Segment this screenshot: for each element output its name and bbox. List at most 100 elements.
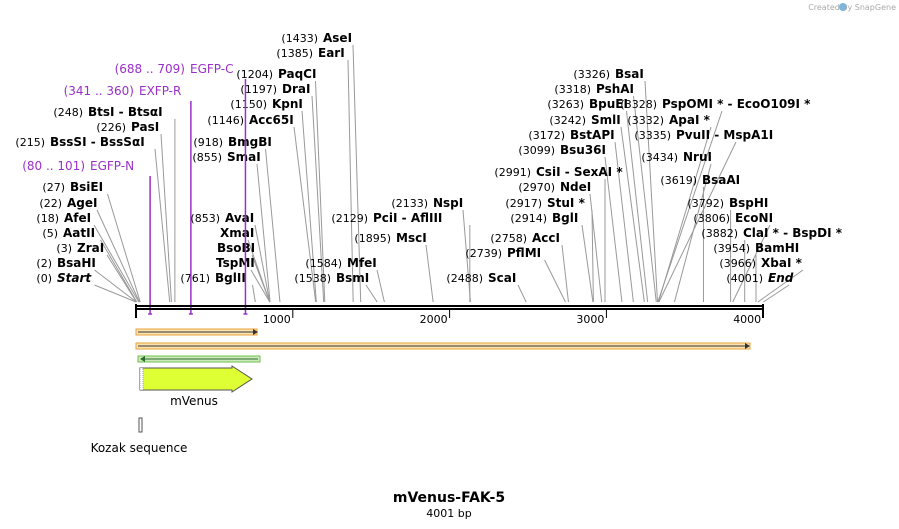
restriction-site[interactable]: AatII (5): [42, 226, 95, 240]
site-leader-line: [561, 244, 569, 303]
restriction-site[interactable]: DraI (1197): [240, 82, 310, 96]
site-leader-line: [604, 156, 623, 303]
restriction-site[interactable]: BmgBI (918): [193, 135, 271, 149]
restriction-site[interactable]: Bsu36I (3099): [518, 143, 606, 157]
site-leader-line: [614, 141, 634, 303]
site-leader-line: [107, 193, 141, 303]
restriction-site[interactable]: KpnI (1150): [230, 97, 302, 111]
site-name: NdeI: [560, 180, 591, 194]
restriction-site[interactable]: NspI (2133): [391, 196, 463, 210]
restriction-site[interactable]: BsoBI: [217, 241, 255, 255]
site-name: PshAI: [596, 82, 634, 96]
site-position: (3434): [641, 151, 678, 164]
restriction-site[interactable]: MfeI (1584): [305, 256, 376, 270]
site-position: (215): [15, 136, 45, 149]
restriction-site[interactable]: EcoNI (3806): [693, 211, 773, 225]
primer[interactable]: (341 .. 360) EXFP-R: [64, 84, 193, 315]
restriction-site[interactable]: BsaI (3326): [573, 67, 643, 81]
site-position: (2488): [446, 272, 483, 285]
restriction-site[interactable]: NdeI (2970): [518, 180, 591, 194]
orf-arrow-short[interactable]: [135, 328, 258, 336]
restriction-site[interactable]: BssSI - BssSαI (215): [15, 135, 144, 149]
snapgene-logo-icon: [839, 3, 847, 11]
restriction-site[interactable]: AseI (1433): [281, 31, 352, 45]
restriction-site[interactable]: ZraI (3): [56, 241, 104, 255]
site-leader-line: [589, 193, 603, 303]
mvenus-feature-arrow[interactable]: [139, 365, 253, 393]
site-name: AccI: [532, 231, 560, 245]
restriction-site[interactable]: AfeI (18): [36, 211, 91, 225]
site-name: PasI: [131, 120, 159, 134]
restriction-site[interactable]: BsaHI (2): [36, 256, 96, 270]
restriction-site[interactable]: BglI (2914): [510, 211, 578, 225]
kozak-feature[interactable]: [138, 417, 143, 433]
restriction-site[interactable]: PciI - AflIII (2129): [331, 211, 442, 225]
site-position: (3619): [660, 174, 697, 187]
restriction-site[interactable]: End (4001): [726, 271, 793, 285]
orf-arrow-long[interactable]: [135, 342, 751, 350]
restriction-site[interactable]: PshAI (3318): [554, 82, 634, 96]
restriction-site[interactable]: CsiI - SexAI * (2991): [494, 165, 623, 179]
restriction-site[interactable]: BsaAI (3619): [660, 173, 740, 187]
restriction-site[interactable]: PaqCI (1204): [236, 67, 316, 81]
restriction-site[interactable]: Start (0): [36, 271, 92, 285]
primer-range: (341 .. 360): [64, 84, 134, 98]
credit-text: Created by SnapGene: [808, 3, 896, 12]
site-name: BstAPI: [570, 128, 615, 142]
restriction-site[interactable]: PspOMI * - EcoO109I * (3328): [620, 97, 811, 111]
site-name: PspOMI * - EcoO109I *: [662, 97, 811, 111]
site-position: (1150): [230, 98, 267, 111]
restriction-site[interactable]: BtsI - BtsαI (248): [53, 105, 162, 119]
site-name: BpuEI: [589, 97, 628, 111]
restriction-site[interactable]: NruI (3434): [641, 150, 712, 164]
restriction-site[interactable]: ScaI (2488): [446, 271, 516, 285]
site-position: (761): [180, 272, 210, 285]
site-name: AgeI: [67, 196, 97, 210]
site-position: (3242): [549, 114, 586, 127]
site-position: (2914): [510, 212, 547, 225]
restriction-site[interactable]: BspHI (3792): [687, 196, 768, 210]
restriction-site[interactable]: BstAPI (3172): [528, 128, 614, 142]
restriction-site[interactable]: SmaI (855): [192, 150, 260, 164]
restriction-site[interactable]: PasI (226): [96, 120, 159, 134]
site-name: SmlI: [591, 113, 621, 127]
site-position: (1146): [207, 114, 244, 127]
site-position: (3263): [547, 98, 584, 111]
restriction-site[interactable]: EarI (1385): [276, 46, 344, 60]
primer-range: (80 .. 101): [22, 159, 85, 173]
restriction-site[interactable]: Acc65I (1146): [207, 113, 293, 127]
restriction-site[interactable]: AccI (2758): [490, 231, 560, 245]
primer[interactable]: (80 .. 101) EGFP-N: [22, 159, 153, 315]
site-leader-line: [311, 95, 325, 303]
restriction-site[interactable]: BsiEI (27): [42, 180, 103, 194]
restriction-site[interactable]: ClaI * - BspDI * (3882): [701, 226, 842, 240]
restriction-site[interactable]: AgeI (22): [39, 196, 97, 210]
restriction-site[interactable]: StuI * (2917): [505, 196, 585, 210]
restriction-site[interactable]: BpuEI (3263): [547, 97, 628, 111]
restriction-site[interactable]: BglII (761): [180, 271, 245, 285]
primer-name: EGFP-N: [90, 159, 134, 173]
restriction-site[interactable]: TspMI: [216, 256, 255, 270]
restriction-site[interactable]: MscI (1895): [354, 231, 426, 245]
restriction-site[interactable]: BamHI (3954): [713, 241, 799, 255]
axis-tick-label: 1000: [263, 313, 291, 326]
site-position: (3792): [687, 197, 724, 210]
restriction-site[interactable]: BsmI (1538): [294, 271, 369, 285]
restriction-site[interactable]: SmlI (3242): [549, 113, 620, 127]
site-leader-line: [254, 224, 271, 303]
orf-arrow-reverse[interactable]: [137, 355, 261, 363]
primer[interactable]: (688 .. 709) EGFP-C: [115, 62, 248, 315]
restriction-site[interactable]: ApaI * (3332): [627, 113, 710, 127]
restriction-site[interactable]: XmaI: [220, 226, 254, 240]
site-leader-line: [94, 284, 137, 303]
restriction-site[interactable]: PflMI (2739): [465, 246, 541, 260]
site-position: (248): [53, 106, 83, 119]
restriction-site[interactable]: AvaI (853): [190, 211, 254, 225]
restriction-site[interactable]: PvuII - MspA1I (3335): [634, 128, 773, 142]
site-leader-line: [658, 141, 737, 303]
site-name: BamHI: [755, 241, 799, 255]
restriction-site[interactable]: XbaI * (3966): [719, 256, 802, 270]
site-name: BsaAI: [702, 173, 740, 187]
site-name: BsmI: [336, 271, 369, 285]
site-name: DraI: [282, 82, 310, 96]
